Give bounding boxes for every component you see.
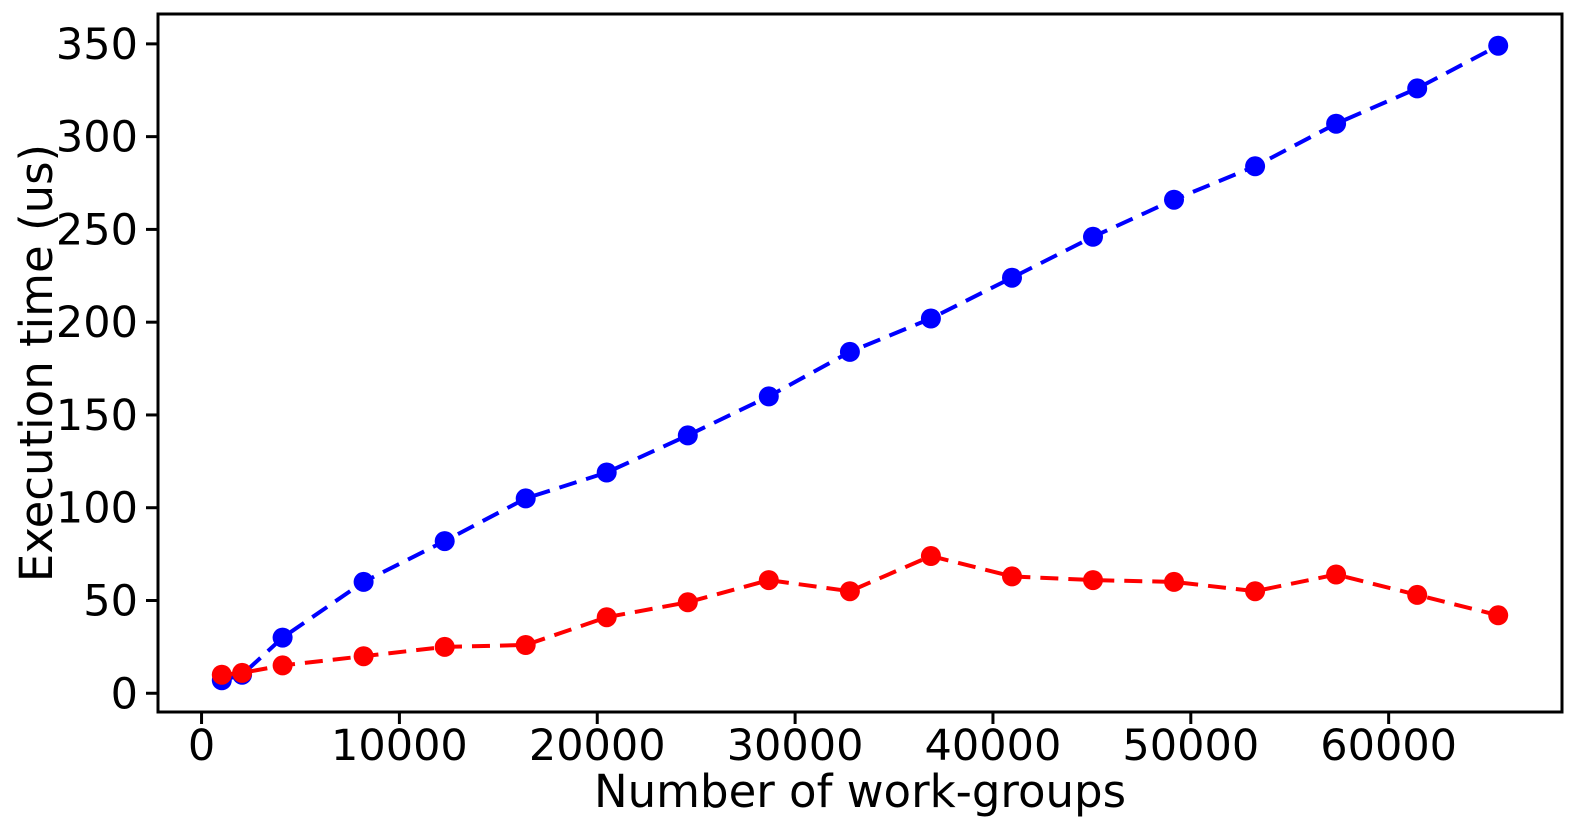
x-tick-label: 0: [188, 721, 215, 771]
y-tick-label: 0: [111, 669, 138, 719]
data-point-blue: [677, 425, 698, 446]
data-point-red: [1164, 571, 1184, 592]
data-point-red: [1002, 566, 1022, 587]
data-point-blue: [1164, 189, 1184, 210]
data-point-red: [434, 636, 455, 657]
y-tick-label: 200: [56, 298, 138, 348]
data-point-red: [272, 655, 293, 676]
series-line-blue: [221, 43, 1500, 683]
x-tick-label: 20000: [529, 721, 666, 771]
data-point-red: [353, 646, 374, 667]
data-point-blue: [1002, 267, 1022, 288]
plot-border: [156, 12, 1564, 714]
data-point-red: [677, 592, 698, 613]
data-point-red: [920, 546, 941, 566]
data-point-blue: [920, 308, 941, 329]
y-tick-label: 300: [56, 113, 138, 163]
data-point-blue: [1488, 35, 1509, 56]
data-point-blue: [1407, 78, 1428, 99]
x-tick-label: 60000: [1320, 721, 1457, 771]
data-point-blue: [596, 462, 617, 483]
data-point-red: [596, 607, 617, 628]
data-point-red: [1083, 570, 1103, 591]
data-point-red: [1245, 581, 1266, 602]
data-point-blue: [434, 531, 455, 552]
data-point-blue: [758, 386, 779, 407]
data-point-blue: [1326, 113, 1347, 134]
data-point-blue: [839, 341, 860, 362]
x-tick-label: 30000: [727, 721, 864, 771]
data-point-red: [232, 662, 253, 683]
data-point-red: [839, 581, 860, 602]
y-tick-label: 250: [56, 205, 138, 255]
data-point-red: [758, 570, 779, 591]
x-tick-label: 10000: [331, 721, 468, 771]
data-point-red: [515, 635, 536, 655]
data-point-blue: [515, 488, 536, 509]
y-tick-label: 150: [56, 391, 138, 441]
series-line-red: [221, 553, 1499, 677]
data-point-red: [211, 664, 232, 685]
data-point-blue: [1083, 226, 1103, 247]
data-point-blue: [272, 627, 293, 648]
y-axis-label: Execution time (us): [10, 144, 63, 582]
data-point-red: [1407, 584, 1428, 605]
data-point-blue: [353, 571, 374, 592]
data-point-red: [1326, 564, 1347, 585]
x-tick-label: 40000: [925, 721, 1062, 771]
x-axis-label: Number of work-groups: [594, 765, 1126, 818]
y-tick-label: 50: [83, 576, 138, 626]
y-tick-label: 350: [56, 20, 138, 70]
plot-area: 0 10000 20000 30000 40000 50000 60000 0 50 100 150…: [56, 12, 1564, 771]
data-point-blue: [1245, 156, 1266, 177]
x-tick-label: 50000: [1122, 721, 1259, 771]
y-tick-label: 100: [56, 484, 138, 534]
data-point-red: [1488, 605, 1509, 626]
